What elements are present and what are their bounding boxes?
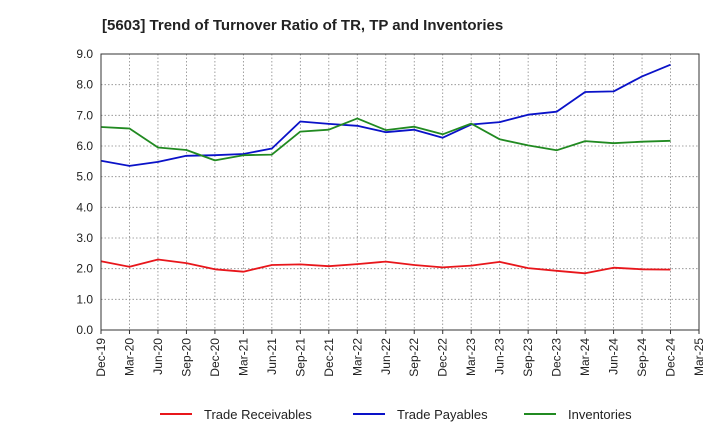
x-tick-label: Dec-19 [94, 338, 108, 377]
y-tick-label: 7.0 [76, 108, 93, 122]
x-tick-label: Sep-20 [179, 338, 193, 377]
x-tick-label: Dec-23 [550, 338, 564, 377]
y-tick-label: 1.0 [76, 292, 93, 306]
legend-label-trade-payables: Trade Payables [397, 407, 488, 422]
x-tick-label: Jun-21 [265, 338, 279, 375]
x-tick-label: Sep-22 [407, 338, 421, 377]
x-axis: Dec-19 Mar-20 Jun-20 Sep-20 Dec-20 Mar-21 Jun-… [94, 330, 706, 377]
x-tick-label: Sep-21 [293, 338, 307, 377]
y-axis: 0.0 1.0 2.0 3.0 4.0 5.0 6.0 7.0 8.0 9.0 [76, 47, 93, 337]
chart-title: [5603] Trend of Turnover Ratio of TR, TP… [102, 17, 503, 34]
x-tick-label: Jun-20 [151, 338, 165, 375]
x-tick-label: Sep-24 [635, 338, 649, 377]
x-tick-label: Mar-23 [464, 338, 478, 376]
x-tick-label: Dec-21 [322, 338, 336, 377]
y-tick-label: 9.0 [76, 47, 93, 61]
series-lines [100, 63, 671, 275]
y-tick-label: 2.0 [76, 262, 93, 276]
x-tick-label: Dec-24 [664, 338, 678, 377]
x-tick-label: Mar-20 [122, 338, 136, 376]
y-tick-label: 0.0 [76, 323, 93, 337]
legend: Trade Receivables Trade Payables Inventori… [160, 407, 632, 422]
legend-label-trade-receivables: Trade Receivables [204, 407, 312, 422]
y-tick-label: 6.0 [76, 139, 93, 153]
x-tick-label: Dec-20 [208, 338, 222, 377]
x-tick-label: Mar-24 [578, 338, 592, 376]
y-tick-label: 3.0 [76, 231, 93, 245]
grid [101, 54, 699, 330]
x-tick-label: Mar-22 [350, 338, 364, 376]
series-line-trade-payables [100, 63, 671, 167]
y-tick-label: 8.0 [76, 78, 93, 92]
x-tick-label: Mar-21 [236, 338, 250, 376]
y-tick-label: 5.0 [76, 170, 93, 184]
x-tick-label: Jun-23 [493, 338, 507, 375]
plot-frame [100, 53, 700, 331]
x-tick-label: Sep-23 [521, 338, 535, 377]
series-line-trade-receivables [100, 258, 671, 275]
y-tick-label: 4.0 [76, 200, 93, 214]
x-tick-label: Mar-25 [692, 338, 706, 376]
x-tick-label: Jun-24 [607, 338, 621, 375]
x-tick-label: Jun-22 [379, 338, 393, 375]
series-line-inventories [100, 117, 671, 162]
legend-label-inventories: Inventories [568, 407, 632, 422]
x-tick-label: Dec-22 [436, 338, 450, 377]
